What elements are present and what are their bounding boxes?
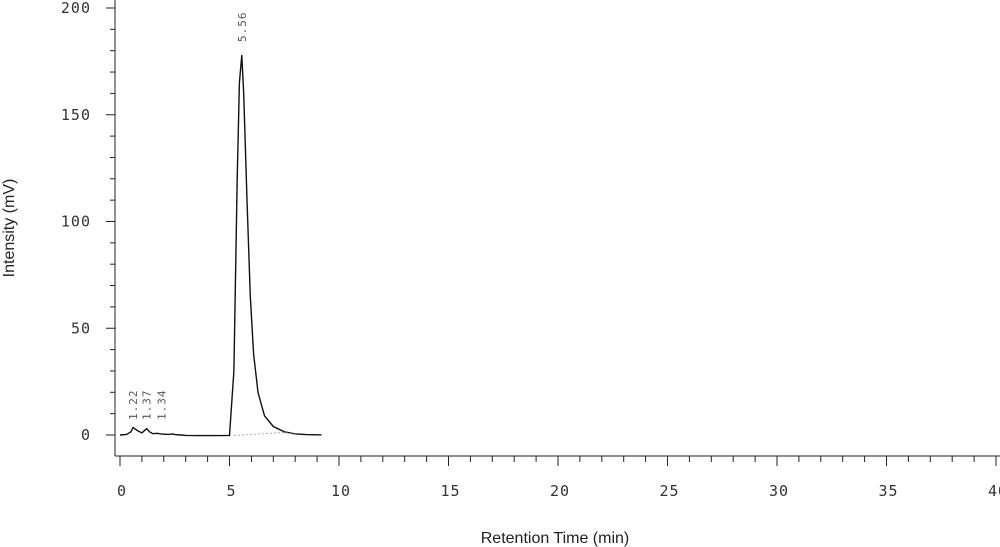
y-tick-label: 150 (61, 106, 91, 124)
peak-label: 5.56 (236, 12, 249, 43)
y-tick-label: 50 (71, 319, 91, 337)
x-tick-label: 0 (117, 482, 127, 500)
peak-label: 1.37 (141, 390, 154, 421)
x-tick-label: 15 (440, 482, 460, 500)
y-axis: 0 50 100 150 200 (61, 0, 116, 456)
x-tick-label: 25 (659, 482, 679, 500)
chromatogram-trace (119, 54, 322, 437)
peak-label: 1.34 (156, 390, 169, 421)
x-tick-label: 10 (331, 482, 351, 500)
y-tick-label: 100 (61, 213, 91, 231)
peak-label: 1.22 (127, 390, 140, 421)
x-tick-label: 30 (769, 482, 789, 500)
integration-baseline (233, 432, 296, 436)
x-tick-label: 35 (878, 482, 898, 500)
y-tick-label: 200 (61, 0, 91, 17)
plot-area: 1.22 1.37 1.34 5.56 (119, 12, 322, 437)
x-axis-title: Retention Time (min) (481, 530, 630, 547)
x-tick-label: 5 (226, 482, 236, 500)
x-tick-label: 40 (988, 482, 1000, 500)
x-axis: 0 5 10 15 20 25 30 35 40 (115, 455, 1000, 500)
y-axis-title: Intensity (mV) (1, 179, 18, 278)
y-tick-label: 0 (81, 426, 91, 444)
x-tick-label: 20 (550, 482, 570, 500)
